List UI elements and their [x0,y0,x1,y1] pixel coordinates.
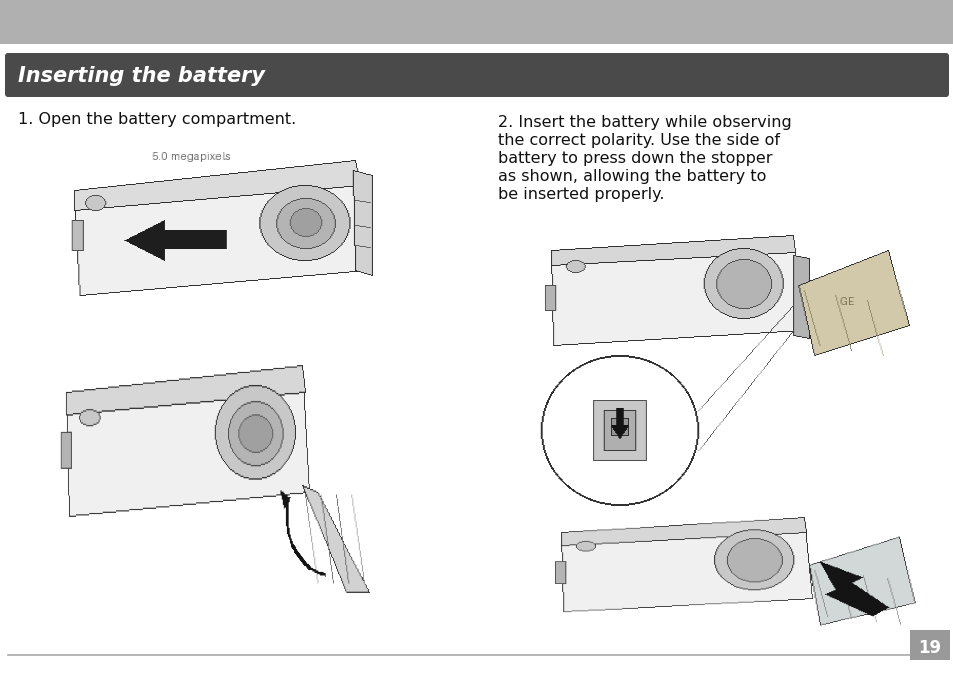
Text: 1. Open the battery compartment.: 1. Open the battery compartment. [18,112,296,127]
Bar [0,0,953,44]
FancyBboxPatch shape [5,53,948,97]
Text: 2. Insert the battery while observing: 2. Insert the battery while observing [497,115,791,130]
Bar [0,44,953,56]
Text: as shown, allowing the battery to: as shown, allowing the battery to [497,169,765,184]
Text: be inserted properly.: be inserted properly. [497,187,664,202]
Text: battery to press down the stopper: battery to press down the stopper [497,151,772,166]
Text: the correct polarity. Use the side of: the correct polarity. Use the side of [497,133,780,148]
Text: Inserting the battery: Inserting the battery [18,66,265,86]
Text: 19: 19 [918,639,941,657]
Bar [909,630,949,660]
